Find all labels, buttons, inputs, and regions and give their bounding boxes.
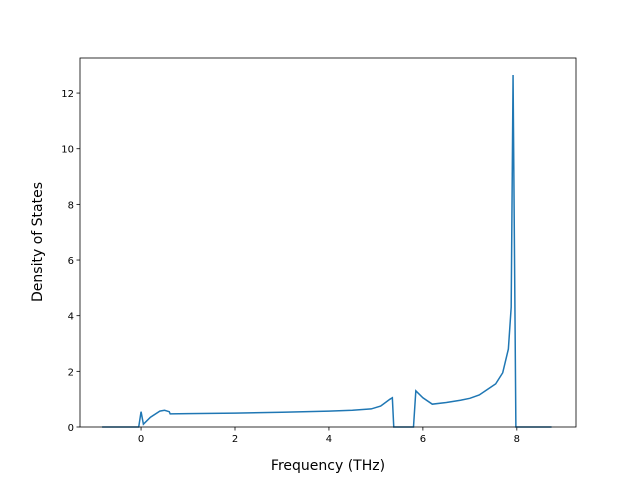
data-line <box>102 74 552 428</box>
x-tick-label: 4 <box>326 434 332 445</box>
y-tick-label: 6 <box>68 256 74 267</box>
y-axis-label: Density of States <box>30 182 46 302</box>
x-tick-label: 2 <box>232 434 238 445</box>
y-tick-label: 4 <box>68 312 74 323</box>
y-tick-label: 0 <box>68 423 74 434</box>
x-tick-label: 0 <box>138 434 144 445</box>
x-tick-label: 8 <box>514 434 520 445</box>
y-tick-label: 10 <box>61 145 74 156</box>
y-tick-label: 8 <box>68 200 74 211</box>
x-axis-label: Frequency (THz) <box>271 458 385 474</box>
plot-frame <box>79 57 577 428</box>
x-tick-label: 6 <box>420 434 426 445</box>
y-tick-label: 12 <box>61 89 74 100</box>
y-tick-label: 2 <box>68 367 74 378</box>
